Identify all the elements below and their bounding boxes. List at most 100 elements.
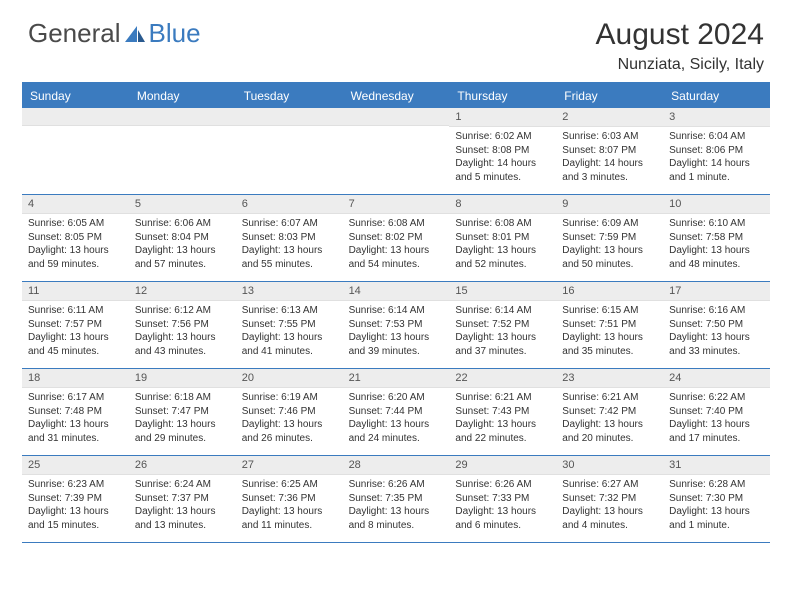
calendar-cell: 11Sunrise: 6:11 AMSunset: 7:57 PMDayligh… <box>22 282 129 368</box>
calendar-cell: 25Sunrise: 6:23 AMSunset: 7:39 PMDayligh… <box>22 456 129 542</box>
cell-line: Daylight: 13 hours and 50 minutes. <box>562 244 657 271</box>
day-number: 5 <box>129 195 236 214</box>
cell-body: Sunrise: 6:02 AMSunset: 8:08 PMDaylight:… <box>449 127 556 189</box>
cell-line: Sunset: 7:36 PM <box>242 492 337 506</box>
day-header-thursday: Thursday <box>449 84 556 108</box>
calendar-cell: 12Sunrise: 6:12 AMSunset: 7:56 PMDayligh… <box>129 282 236 368</box>
cell-line: Daylight: 13 hours and 54 minutes. <box>349 244 444 271</box>
cell-line: Sunset: 8:04 PM <box>135 231 230 245</box>
cell-line: Daylight: 13 hours and 33 minutes. <box>669 331 764 358</box>
cell-line: Sunset: 7:51 PM <box>562 318 657 332</box>
day-number <box>22 108 129 126</box>
cell-line: Sunrise: 6:04 AM <box>669 130 764 144</box>
cell-line: Daylight: 13 hours and 59 minutes. <box>28 244 123 271</box>
cell-line: Daylight: 13 hours and 22 minutes. <box>455 418 550 445</box>
cell-line: Daylight: 14 hours and 3 minutes. <box>562 157 657 184</box>
calendar-cell: 17Sunrise: 6:16 AMSunset: 7:50 PMDayligh… <box>663 282 770 368</box>
title-block: August 2024 Nunziata, Sicily, Italy <box>596 18 764 74</box>
cell-body: Sunrise: 6:15 AMSunset: 7:51 PMDaylight:… <box>556 301 663 363</box>
cell-line: Sunrise: 6:08 AM <box>349 217 444 231</box>
cell-line: Sunrise: 6:28 AM <box>669 478 764 492</box>
day-number: 30 <box>556 456 663 475</box>
cell-body: Sunrise: 6:09 AMSunset: 7:59 PMDaylight:… <box>556 214 663 276</box>
calendar-cell: 23Sunrise: 6:21 AMSunset: 7:42 PMDayligh… <box>556 369 663 455</box>
cell-line: Sunrise: 6:25 AM <box>242 478 337 492</box>
calendar: SundayMondayTuesdayWednesdayThursdayFrid… <box>22 82 770 543</box>
cell-body <box>236 126 343 134</box>
cell-line: Sunset: 7:40 PM <box>669 405 764 419</box>
cell-line: Sunrise: 6:07 AM <box>242 217 337 231</box>
calendar-cell: 18Sunrise: 6:17 AMSunset: 7:48 PMDayligh… <box>22 369 129 455</box>
cell-line: Daylight: 13 hours and 31 minutes. <box>28 418 123 445</box>
cell-line: Daylight: 13 hours and 24 minutes. <box>349 418 444 445</box>
cell-line: Daylight: 13 hours and 20 minutes. <box>562 418 657 445</box>
cell-body: Sunrise: 6:13 AMSunset: 7:55 PMDaylight:… <box>236 301 343 363</box>
cell-line: Sunset: 8:08 PM <box>455 144 550 158</box>
logo-text-general: General <box>28 18 121 49</box>
calendar-cell: 22Sunrise: 6:21 AMSunset: 7:43 PMDayligh… <box>449 369 556 455</box>
week-row: 1Sunrise: 6:02 AMSunset: 8:08 PMDaylight… <box>22 108 770 195</box>
day-number: 25 <box>22 456 129 475</box>
calendar-cell: 26Sunrise: 6:24 AMSunset: 7:37 PMDayligh… <box>129 456 236 542</box>
cell-body: Sunrise: 6:23 AMSunset: 7:39 PMDaylight:… <box>22 475 129 537</box>
cell-line: Daylight: 13 hours and 1 minute. <box>669 505 764 532</box>
logo-sail-icon <box>123 24 147 44</box>
day-number: 28 <box>343 456 450 475</box>
day-number: 14 <box>343 282 450 301</box>
cell-body: Sunrise: 6:24 AMSunset: 7:37 PMDaylight:… <box>129 475 236 537</box>
calendar-cell: 4Sunrise: 6:05 AMSunset: 8:05 PMDaylight… <box>22 195 129 281</box>
cell-body: Sunrise: 6:12 AMSunset: 7:56 PMDaylight:… <box>129 301 236 363</box>
cell-line: Sunrise: 6:18 AM <box>135 391 230 405</box>
day-number: 21 <box>343 369 450 388</box>
cell-line: Sunrise: 6:23 AM <box>28 478 123 492</box>
header: General Blue August 2024 Nunziata, Sicil… <box>0 0 792 82</box>
cell-body: Sunrise: 6:08 AMSunset: 8:02 PMDaylight:… <box>343 214 450 276</box>
calendar-cell: 15Sunrise: 6:14 AMSunset: 7:52 PMDayligh… <box>449 282 556 368</box>
cell-line: Daylight: 13 hours and 39 minutes. <box>349 331 444 358</box>
calendar-cell: 28Sunrise: 6:26 AMSunset: 7:35 PMDayligh… <box>343 456 450 542</box>
calendar-cell: 20Sunrise: 6:19 AMSunset: 7:46 PMDayligh… <box>236 369 343 455</box>
day-number <box>236 108 343 126</box>
day-number: 16 <box>556 282 663 301</box>
cell-line: Sunset: 7:47 PM <box>135 405 230 419</box>
calendar-cell: 24Sunrise: 6:22 AMSunset: 7:40 PMDayligh… <box>663 369 770 455</box>
cell-line: Daylight: 13 hours and 6 minutes. <box>455 505 550 532</box>
cell-line: Daylight: 13 hours and 48 minutes. <box>669 244 764 271</box>
cell-line: Sunrise: 6:16 AM <box>669 304 764 318</box>
cell-body <box>22 126 129 134</box>
calendar-cell: 31Sunrise: 6:28 AMSunset: 7:30 PMDayligh… <box>663 456 770 542</box>
cell-body <box>129 126 236 134</box>
cell-line: Daylight: 13 hours and 37 minutes. <box>455 331 550 358</box>
cell-line: Sunset: 7:35 PM <box>349 492 444 506</box>
day-number: 24 <box>663 369 770 388</box>
cell-line: Sunset: 7:50 PM <box>669 318 764 332</box>
cell-line: Daylight: 13 hours and 4 minutes. <box>562 505 657 532</box>
cell-line: Sunrise: 6:02 AM <box>455 130 550 144</box>
calendar-cell <box>236 108 343 194</box>
calendar-cell: 21Sunrise: 6:20 AMSunset: 7:44 PMDayligh… <box>343 369 450 455</box>
day-headers-row: SundayMondayTuesdayWednesdayThursdayFrid… <box>22 84 770 108</box>
cell-line: Sunset: 7:48 PM <box>28 405 123 419</box>
cell-line: Daylight: 13 hours and 11 minutes. <box>242 505 337 532</box>
cell-line: Daylight: 14 hours and 5 minutes. <box>455 157 550 184</box>
cell-line: Sunrise: 6:14 AM <box>455 304 550 318</box>
cell-line: Sunset: 7:33 PM <box>455 492 550 506</box>
cell-line: Sunrise: 6:15 AM <box>562 304 657 318</box>
cell-line: Sunset: 7:52 PM <box>455 318 550 332</box>
cell-line: Daylight: 13 hours and 41 minutes. <box>242 331 337 358</box>
cell-line: Sunrise: 6:08 AM <box>455 217 550 231</box>
day-number: 13 <box>236 282 343 301</box>
cell-line: Sunset: 7:32 PM <box>562 492 657 506</box>
cell-line: Sunrise: 6:21 AM <box>455 391 550 405</box>
cell-line: Sunrise: 6:03 AM <box>562 130 657 144</box>
week-row: 25Sunrise: 6:23 AMSunset: 7:39 PMDayligh… <box>22 456 770 543</box>
day-number: 4 <box>22 195 129 214</box>
calendar-cell: 5Sunrise: 6:06 AMSunset: 8:04 PMDaylight… <box>129 195 236 281</box>
calendar-cell: 1Sunrise: 6:02 AMSunset: 8:08 PMDaylight… <box>449 108 556 194</box>
cell-line: Sunset: 7:58 PM <box>669 231 764 245</box>
cell-body: Sunrise: 6:18 AMSunset: 7:47 PMDaylight:… <box>129 388 236 450</box>
cell-body: Sunrise: 6:22 AMSunset: 7:40 PMDaylight:… <box>663 388 770 450</box>
cell-line: Daylight: 13 hours and 57 minutes. <box>135 244 230 271</box>
cell-line: Sunset: 7:57 PM <box>28 318 123 332</box>
cell-line: Daylight: 13 hours and 8 minutes. <box>349 505 444 532</box>
